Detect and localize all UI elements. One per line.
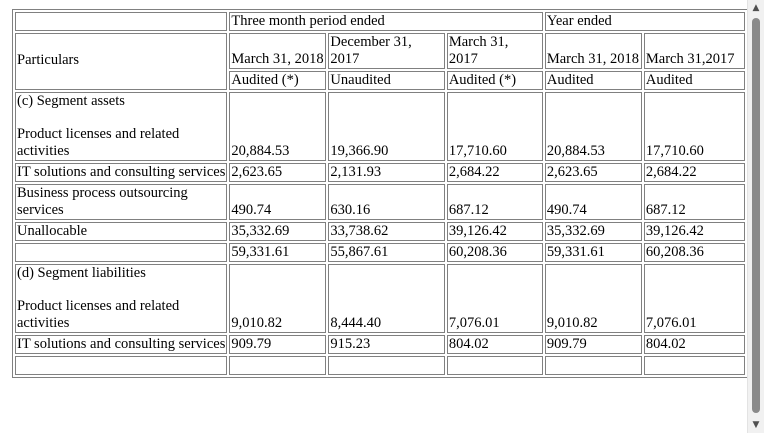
segment-table: Three month period ended Year ended Part… — [12, 9, 748, 378]
value-cell: 35,332.69 — [544, 222, 642, 241]
header-status: Audited (*) — [446, 71, 543, 90]
table-cell — [229, 356, 327, 375]
value-cell: 909.79 — [544, 335, 642, 354]
arrow-up-icon[interactable]: ▲ — [752, 3, 760, 13]
header-date: March 31,2017 — [643, 33, 745, 69]
value-cell: 33,738.62 — [328, 222, 445, 241]
value-cell: 39,126.42 — [643, 222, 745, 241]
table-row: (d) Segment liabilities Product licenses… — [15, 264, 745, 333]
value-cell: 39,126.42 — [446, 222, 543, 241]
value-cell: 687.12 — [643, 184, 745, 220]
row-label: Business process outsourcing services — [15, 184, 228, 220]
value-cell: 7,076.01 — [643, 264, 745, 333]
table-cell — [544, 356, 642, 375]
value-cell: 915.23 — [328, 335, 445, 354]
table-row: (c) Segment assets Product licenses and … — [15, 92, 745, 161]
header-three-month: Three month period ended — [229, 12, 543, 31]
header-date: March 31, 2018 — [544, 33, 642, 69]
section-cell: (c) Segment assets Product licenses and … — [15, 92, 228, 161]
value-cell: 909.79 — [229, 335, 327, 354]
table-cell — [328, 356, 445, 375]
total-cell: 60,208.36 — [643, 243, 745, 262]
header-date: March 31, 2017 — [446, 33, 543, 69]
section-title: (d) Segment liabilities — [17, 265, 146, 281]
value-cell: 2,623.65 — [544, 163, 642, 182]
particulars-label: Particulars — [17, 52, 80, 68]
header-status: Audited — [544, 71, 642, 90]
table-row: IT solutions and consulting services 2,6… — [15, 163, 745, 182]
value-cell: 17,710.60 — [446, 92, 543, 161]
table-row: Business process outsourcing services 49… — [15, 184, 745, 220]
header-particulars: Particulars — [15, 33, 228, 90]
table-cell — [15, 243, 228, 262]
value-cell: 2,684.22 — [643, 163, 745, 182]
row-label: Product licenses and related activities — [17, 298, 180, 331]
value-cell: 630.16 — [328, 184, 445, 220]
row-label: IT solutions and consulting services — [15, 335, 228, 354]
total-cell: 60,208.36 — [446, 243, 543, 262]
table-cell — [15, 12, 228, 31]
header-status: Audited — [643, 71, 745, 90]
value-cell: 804.02 — [446, 335, 543, 354]
row-label: IT solutions and consulting services — [15, 163, 228, 182]
total-cell: 59,331.61 — [544, 243, 642, 262]
table-row — [15, 356, 745, 375]
value-cell: 19,366.90 — [328, 92, 445, 161]
total-cell: 59,331.61 — [229, 243, 327, 262]
table-row: Three month period ended Year ended — [15, 12, 745, 31]
document-viewport: Three month period ended Year ended Part… — [12, 9, 748, 378]
section-cell: (d) Segment liabilities Product licenses… — [15, 264, 228, 333]
value-cell: 9,010.82 — [229, 264, 327, 333]
value-cell: 490.74 — [229, 184, 327, 220]
row-label: Product licenses and related activities — [17, 126, 180, 159]
value-cell: 20,884.53 — [229, 92, 327, 161]
header-year-ended: Year ended — [544, 12, 745, 31]
row-label: Unallocable — [15, 222, 228, 241]
table-cell — [15, 356, 228, 375]
header-date: March 31, 2018 — [229, 33, 327, 69]
table-cell — [446, 356, 543, 375]
table-row: 59,331.61 55,867.61 60,208.36 59,331.61 … — [15, 243, 745, 262]
table-row: Audited (*) Unaudited Audited (*) Audite… — [15, 71, 745, 90]
total-cell: 55,867.61 — [328, 243, 445, 262]
value-cell: 7,076.01 — [446, 264, 543, 333]
table-row: Unallocable 35,332.69 33,738.62 39,126.4… — [15, 222, 745, 241]
section-title: (c) Segment assets — [17, 93, 125, 109]
value-cell: 2,623.65 — [229, 163, 327, 182]
value-cell: 9,010.82 — [544, 264, 642, 333]
value-cell: 2,131.93 — [328, 163, 445, 182]
value-cell: 8,444.40 — [328, 264, 445, 333]
table-row: Particulars March 31, 2018 December 31, … — [15, 33, 745, 90]
value-cell: 2,684.22 — [446, 163, 543, 182]
value-cell: 490.74 — [544, 184, 642, 220]
table-row: IT solutions and consulting services 909… — [15, 335, 745, 354]
header-status: Unaudited — [328, 71, 445, 90]
vertical-scrollbar[interactable]: ▲ ▼ — [747, 0, 764, 433]
value-cell: 17,710.60 — [643, 92, 745, 161]
value-cell: 20,884.53 — [544, 92, 642, 161]
arrow-down-icon[interactable]: ▼ — [752, 420, 760, 430]
value-cell: 804.02 — [643, 335, 745, 354]
value-cell: 687.12 — [446, 184, 543, 220]
table-cell — [643, 356, 745, 375]
header-status: Audited (*) — [229, 71, 327, 90]
value-cell: 35,332.69 — [229, 222, 327, 241]
header-date: December 31, 2017 — [328, 33, 445, 69]
scrollbar-thumb[interactable] — [752, 18, 760, 413]
